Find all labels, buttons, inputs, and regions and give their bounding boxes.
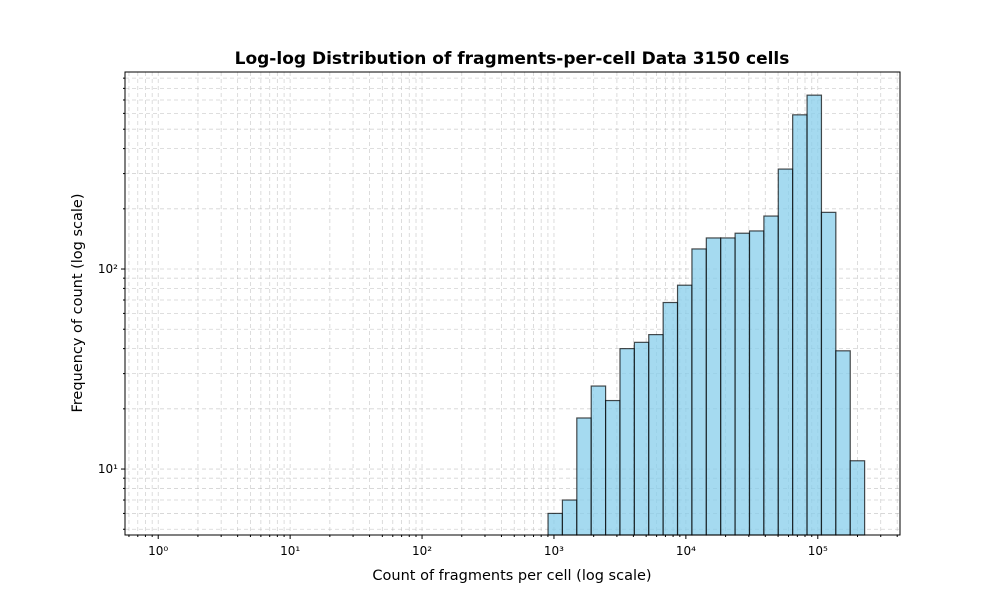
bar	[734, 232, 751, 536]
bar	[561, 499, 578, 536]
bar	[748, 230, 765, 536]
bar	[676, 284, 693, 536]
bar	[590, 385, 607, 536]
x-tick-label: 10⁵	[808, 544, 828, 558]
bar	[720, 237, 736, 536]
x-tick-label: 10³	[544, 544, 564, 558]
y-axis-label: Frequency of count (log scale)	[70, 193, 86, 412]
bar	[806, 94, 823, 536]
y-tick-label: 10¹	[98, 462, 118, 476]
x-tick-label: 10⁴	[676, 544, 696, 558]
plot-frame	[124, 71, 901, 536]
bar	[604, 399, 621, 536]
bar	[763, 215, 779, 536]
bar	[777, 168, 794, 536]
x-axis-label: Count of fragments per cell (log scale)	[372, 568, 651, 584]
bar	[662, 301, 679, 536]
bar	[633, 341, 650, 536]
bar	[849, 460, 866, 536]
bar	[835, 350, 851, 536]
bar	[547, 512, 564, 536]
chart-title: Log-log Distribution of fragments-per-ce…	[235, 49, 790, 69]
bar	[619, 348, 635, 536]
x-tick-label: 10⁰	[148, 544, 168, 558]
bar	[691, 248, 707, 536]
bar	[792, 114, 808, 536]
bar	[576, 417, 592, 536]
bar	[820, 211, 837, 536]
bar	[705, 237, 722, 536]
bar	[648, 334, 664, 536]
y-tick-label: 10²	[98, 262, 118, 276]
x-tick-label: 10²	[412, 544, 432, 558]
x-tick-label: 10¹	[280, 544, 300, 558]
